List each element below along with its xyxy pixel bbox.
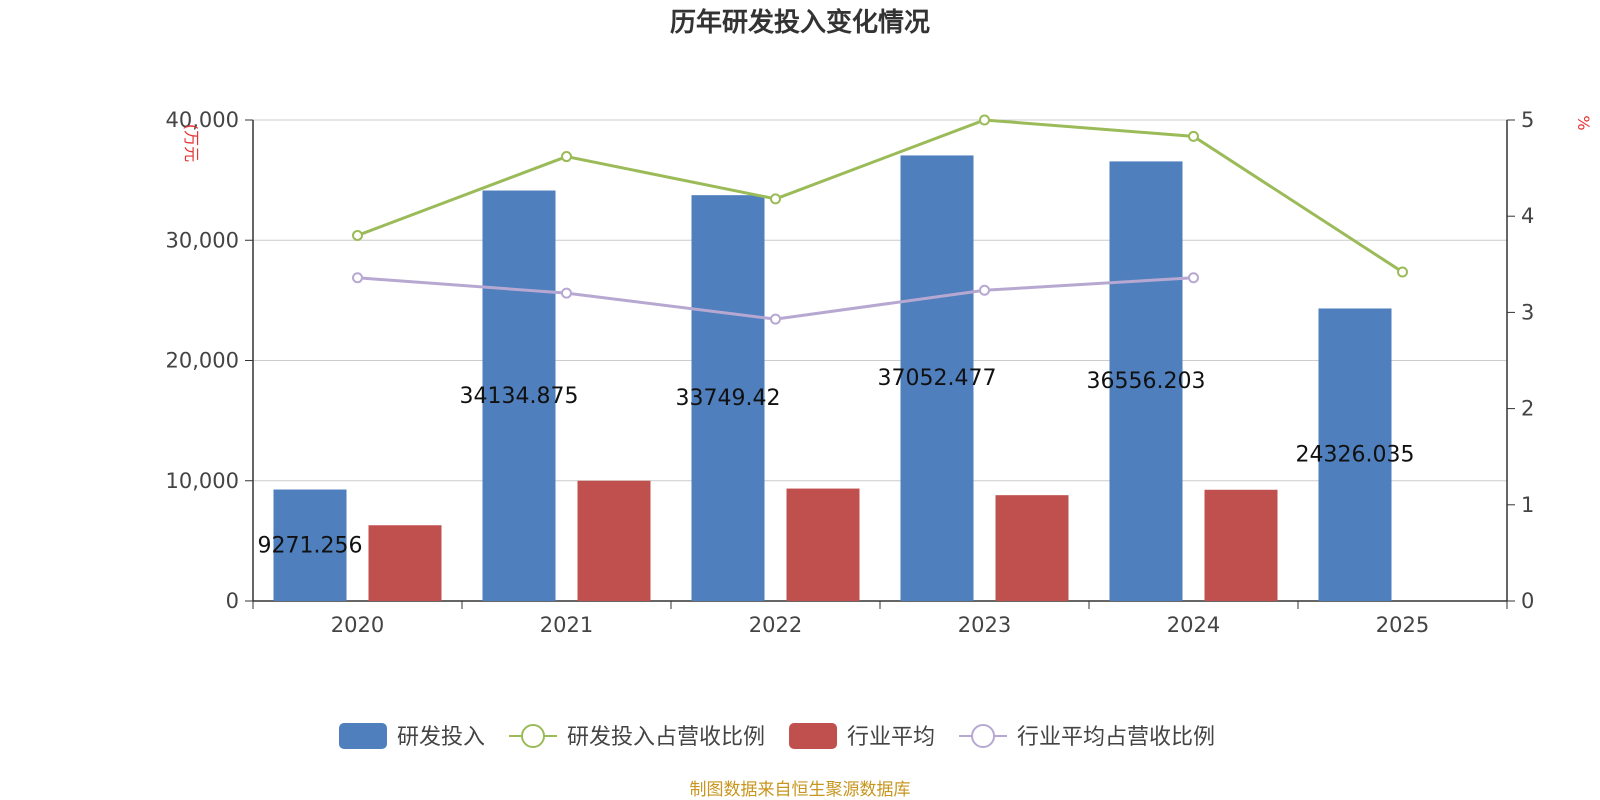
bar-data-label: 36556.203	[1087, 369, 1206, 394]
bars	[273, 155, 1392, 602]
bar-industry-average	[368, 525, 442, 601]
bar-rd-investment	[482, 190, 556, 601]
right-tick-label: 0	[1521, 589, 1534, 613]
bar-data-label: 9271.256	[258, 533, 363, 558]
right-tick-label: 3	[1521, 300, 1534, 324]
left-tick-label: 30,000	[166, 228, 239, 252]
right-tick-label: 1	[1521, 493, 1534, 517]
line-point	[561, 151, 572, 163]
left-tick-label: 10,000	[166, 469, 239, 493]
legend-swatch-marker	[971, 724, 996, 748]
line-point	[979, 114, 990, 126]
bar-data-label: 34134.875	[460, 384, 579, 409]
lines	[352, 114, 1408, 325]
line-point	[1188, 272, 1199, 284]
left-tick-label: 40,000	[166, 108, 239, 132]
right-tick-label: 4	[1521, 204, 1534, 228]
bar-industry-average	[786, 488, 860, 601]
bar-data-label: 33749.42	[676, 386, 781, 411]
line-point	[352, 229, 363, 241]
x-tick-label: 2022	[749, 613, 802, 637]
bar-rd-investment	[1318, 308, 1392, 601]
line-point	[1397, 266, 1408, 278]
grid-lines	[253, 119, 1507, 482]
source-note: 制图数据来自恒生聚源数据库	[690, 780, 911, 800]
data-labels: 9271.256 34134.875 33749.42 37052.477 36556.…	[258, 366, 1415, 558]
x-tick-label: 2020	[331, 613, 384, 637]
axes: 0 10,000 20,000 30,000 40,000 0 1 2 3 4 5 2020 2021 2…	[166, 108, 1535, 637]
right-axis-unit: %	[1574, 115, 1593, 130]
bar-rd-investment	[1109, 161, 1183, 601]
legend: 研发投入 研发投入占营收比例 行业平均 行业平均占营收比例	[339, 723, 1215, 750]
right-tick-label: 2	[1521, 397, 1534, 421]
line-point	[352, 272, 363, 284]
bar-industry-average	[1204, 489, 1278, 601]
line-point	[561, 287, 572, 299]
left-tick-label: 0	[226, 589, 239, 613]
bar-industry-average	[577, 480, 651, 601]
x-tick-label: 2021	[540, 613, 593, 637]
bar-industry-average	[995, 495, 1069, 601]
bar-data-label: 24326.035	[1296, 443, 1415, 468]
legend-label: 行业平均占营收比例	[1017, 725, 1215, 750]
left-tick-label: 20,000	[166, 349, 239, 373]
bar-rd-investment	[273, 489, 347, 601]
x-tick-label: 2025	[1376, 613, 1429, 637]
bar-rd-investment	[691, 195, 765, 602]
line-point	[770, 193, 781, 205]
bar-data-label: 37052.477	[878, 366, 997, 391]
x-tick-label: 2024	[1167, 613, 1220, 637]
line-series	[356, 118, 1404, 274]
bar-rd-investment	[900, 155, 974, 601]
legend-label: 行业平均	[847, 725, 935, 750]
line-point	[770, 313, 781, 325]
right-tick-label: 5	[1521, 108, 1534, 132]
legend-swatch-marker	[521, 724, 546, 748]
legend-label: 研发投入占营收比例	[567, 725, 765, 750]
x-tick-label: 2023	[958, 613, 1011, 637]
legend-label: 研发投入	[397, 725, 485, 750]
line-point	[1188, 130, 1199, 142]
left-axis-unit: (万元	[182, 124, 201, 162]
chart-title: 历年研发投入变化情况	[670, 7, 930, 38]
line-point	[979, 284, 990, 296]
legend-swatch-bar	[789, 723, 838, 749]
legend-swatch-bar	[339, 723, 387, 749]
